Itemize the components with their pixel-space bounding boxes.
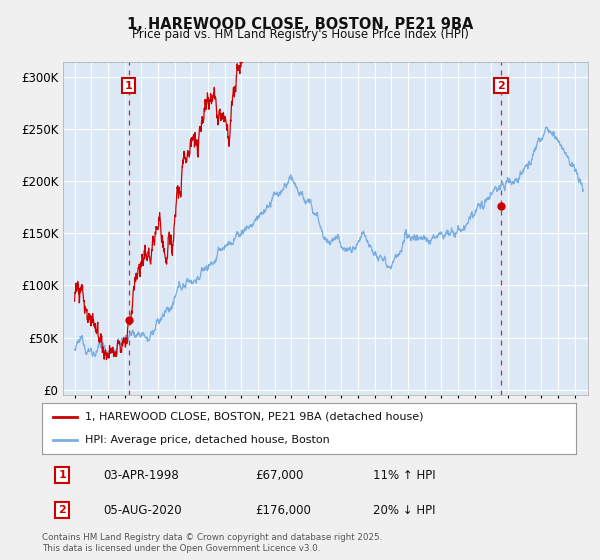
Text: 1: 1 (125, 81, 133, 91)
Text: 2: 2 (58, 505, 66, 515)
Text: 2: 2 (497, 81, 505, 91)
Text: £176,000: £176,000 (256, 504, 311, 517)
Text: Contains HM Land Registry data © Crown copyright and database right 2025.
This d: Contains HM Land Registry data © Crown c… (42, 533, 382, 553)
Text: 05-AUG-2020: 05-AUG-2020 (103, 504, 182, 517)
Text: 1: 1 (58, 470, 66, 480)
Text: 03-APR-1998: 03-APR-1998 (103, 469, 179, 482)
Text: 20% ↓ HPI: 20% ↓ HPI (373, 504, 436, 517)
Text: 1, HAREWOOD CLOSE, BOSTON, PE21 9BA (detached house): 1, HAREWOOD CLOSE, BOSTON, PE21 9BA (det… (85, 412, 423, 422)
Text: HPI: Average price, detached house, Boston: HPI: Average price, detached house, Bost… (85, 435, 329, 445)
Text: Price paid vs. HM Land Registry's House Price Index (HPI): Price paid vs. HM Land Registry's House … (131, 28, 469, 41)
Text: 1, HAREWOOD CLOSE, BOSTON, PE21 9BA: 1, HAREWOOD CLOSE, BOSTON, PE21 9BA (127, 17, 473, 32)
Text: 11% ↑ HPI: 11% ↑ HPI (373, 469, 436, 482)
Text: £67,000: £67,000 (256, 469, 304, 482)
